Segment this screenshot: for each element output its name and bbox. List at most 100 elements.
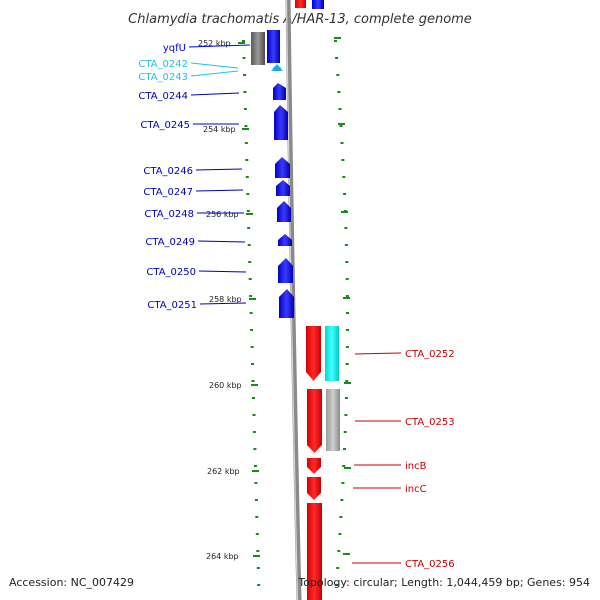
minor-tick <box>334 40 337 42</box>
partial-feature-top-red <box>295 0 306 8</box>
minor-tick <box>337 91 341 93</box>
reverse-features <box>306 326 340 600</box>
minor-tick <box>252 397 255 399</box>
minor-tick <box>254 482 258 484</box>
minor-tick <box>243 74 246 76</box>
minor-tick <box>335 584 339 586</box>
feature-CTA_0252[interactable] <box>306 326 321 381</box>
minor-tick <box>248 278 252 280</box>
minor-tick <box>345 295 349 297</box>
leader-line <box>190 62 239 69</box>
major-tick <box>343 553 350 555</box>
map-title: Chlamydia trachomatis A/HAR-13, complete… <box>128 12 472 27</box>
minor-tick <box>249 312 253 314</box>
minor-tick <box>344 244 348 246</box>
minor-tick <box>343 431 347 433</box>
gene-label-incC[interactable]: incC <box>405 484 427 495</box>
minor-tick <box>243 108 247 110</box>
major-tick <box>253 555 260 557</box>
minor-tick <box>344 227 348 229</box>
minor-tick <box>256 567 260 569</box>
major-tick <box>242 128 249 130</box>
gene-label-CTA_0252[interactable]: CTA_0252 <box>405 349 455 360</box>
gene-label-CTA_0251[interactable]: CTA_0251 <box>147 300 197 311</box>
feature-CTA_0245[interactable] <box>274 105 288 140</box>
minor-tick <box>242 57 246 59</box>
minor-tick <box>338 108 342 110</box>
minor-tick <box>257 584 261 586</box>
feature-CTA_0253-aux[interactable] <box>326 389 340 451</box>
kbp-label: 254 kbp <box>203 125 236 134</box>
gene-label-yqfU[interactable]: yqfU <box>163 43 186 54</box>
kbp-label: 264 kbp <box>206 552 239 561</box>
gene-label-CTA_0248[interactable]: CTA_0248 <box>144 209 194 220</box>
minor-tick <box>248 261 252 263</box>
leader-line <box>188 44 251 48</box>
leader-line <box>199 302 247 305</box>
gene-label-CTA_0243[interactable]: CTA_0243 <box>138 72 188 83</box>
feature-CTA_0248[interactable] <box>277 201 291 222</box>
major-tick <box>343 297 350 299</box>
scale-ticks-right <box>334 40 349 586</box>
gene-label-CTA_0246[interactable]: CTA_0246 <box>143 166 193 177</box>
minor-tick <box>345 346 349 348</box>
minor-tick <box>344 414 348 416</box>
minor-tick <box>336 567 340 569</box>
gene-label-CTA_0250[interactable]: CTA_0250 <box>146 267 196 278</box>
minor-tick <box>253 448 257 450</box>
major-tick <box>252 470 259 472</box>
feature-CTA_0249[interactable] <box>278 234 292 246</box>
minor-tick <box>251 380 255 382</box>
kbp-label: 256 kbp <box>206 210 239 219</box>
minor-tick <box>249 295 253 297</box>
feature-CTA_0256[interactable] <box>307 503 322 600</box>
minor-tick <box>256 550 260 552</box>
minor-tick <box>252 431 256 433</box>
minor-tick <box>246 210 250 212</box>
minor-tick <box>242 40 245 42</box>
minor-tick <box>344 397 348 399</box>
leader-line <box>354 352 402 355</box>
gene-label-CTA_0249[interactable]: CTA_0249 <box>145 237 195 248</box>
feature-CTA_0244[interactable] <box>273 83 286 100</box>
feature-incB[interactable] <box>307 458 321 474</box>
minor-tick <box>247 227 251 229</box>
minor-tick <box>244 142 248 144</box>
minor-tick <box>341 482 345 484</box>
feature-yqfU[interactable] <box>267 30 280 63</box>
feature-CTA_0252-aux[interactable] <box>325 326 339 381</box>
gene-label-CTA_0242[interactable]: CTA_0242 <box>138 59 188 70</box>
gene-label-incB[interactable]: incB <box>405 461 427 472</box>
feature-CTA_0246[interactable] <box>275 157 290 178</box>
minor-tick <box>335 57 339 59</box>
feature-yqfU-grey[interactable] <box>251 32 265 65</box>
minor-tick <box>250 346 254 348</box>
partial-feature-top-blue <box>312 0 324 9</box>
minor-tick <box>255 516 259 518</box>
minor-tick <box>346 329 349 331</box>
feature-CTA_0243[interactable] <box>271 66 283 71</box>
minor-tick <box>343 448 346 450</box>
accession-text: Accession: NC_007429 <box>9 576 134 589</box>
feature-CTA_0250[interactable] <box>278 258 293 283</box>
minor-tick <box>340 499 344 501</box>
gene-label-CTA_0245[interactable]: CTA_0245 <box>140 120 190 131</box>
minor-tick <box>252 414 256 416</box>
minor-tick <box>343 193 347 195</box>
kbp-label: 252 kbp <box>198 39 231 48</box>
gene-label-CTA_0256[interactable]: CTA_0256 <box>405 559 455 570</box>
feature-CTA_0253[interactable] <box>307 389 322 453</box>
kbp-label: 258 kbp <box>209 295 242 304</box>
feature-incC[interactable] <box>307 477 321 500</box>
feature-CTA_0251[interactable] <box>279 289 294 318</box>
feature-CTA_0247[interactable] <box>276 180 290 196</box>
leader-line <box>190 92 240 96</box>
minor-tick <box>243 91 247 93</box>
minor-tick <box>254 499 258 501</box>
minor-tick <box>251 363 254 365</box>
gene-label-CTA_0244[interactable]: CTA_0244 <box>138 91 188 102</box>
leader-line <box>197 240 246 243</box>
gene-label-CTA_0247[interactable]: CTA_0247 <box>143 187 193 198</box>
forward-features <box>251 30 294 318</box>
gene-label-CTA_0253[interactable]: CTA_0253 <box>405 417 455 428</box>
